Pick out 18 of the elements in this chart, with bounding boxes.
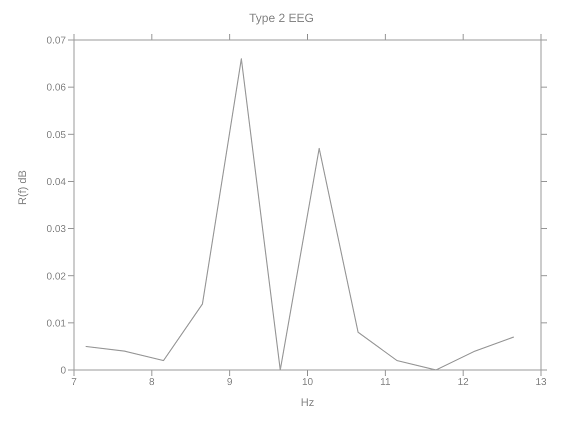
x-tick-label: 7 [71,377,78,388]
y-tick-label: 0.05 [46,130,66,141]
y-tick-label: 0.06 [46,82,66,94]
y-tick-label: 0.04 [46,176,66,188]
y-tick-label: 0.02 [46,271,66,282]
chart-title: Type 2 EEG [248,10,315,27]
x-axis-title: Hz [300,397,314,409]
y-tick-label: 0.07 [46,36,66,47]
x-tick-label: 8 [149,377,156,388]
x-tick-label: 12 [458,377,470,388]
y-tick-label: 0 [60,366,66,377]
x-tick-label: 9 [226,377,233,388]
x-tick-label: 13 [535,377,547,388]
y-tick-label: 0.01 [46,318,66,330]
x-tick-label: 11 [380,377,391,388]
y-axis-title: R(f) dB [16,170,29,205]
y-tick-label: 0.03 [46,224,66,236]
x-tick-label: 10 [302,377,314,388]
